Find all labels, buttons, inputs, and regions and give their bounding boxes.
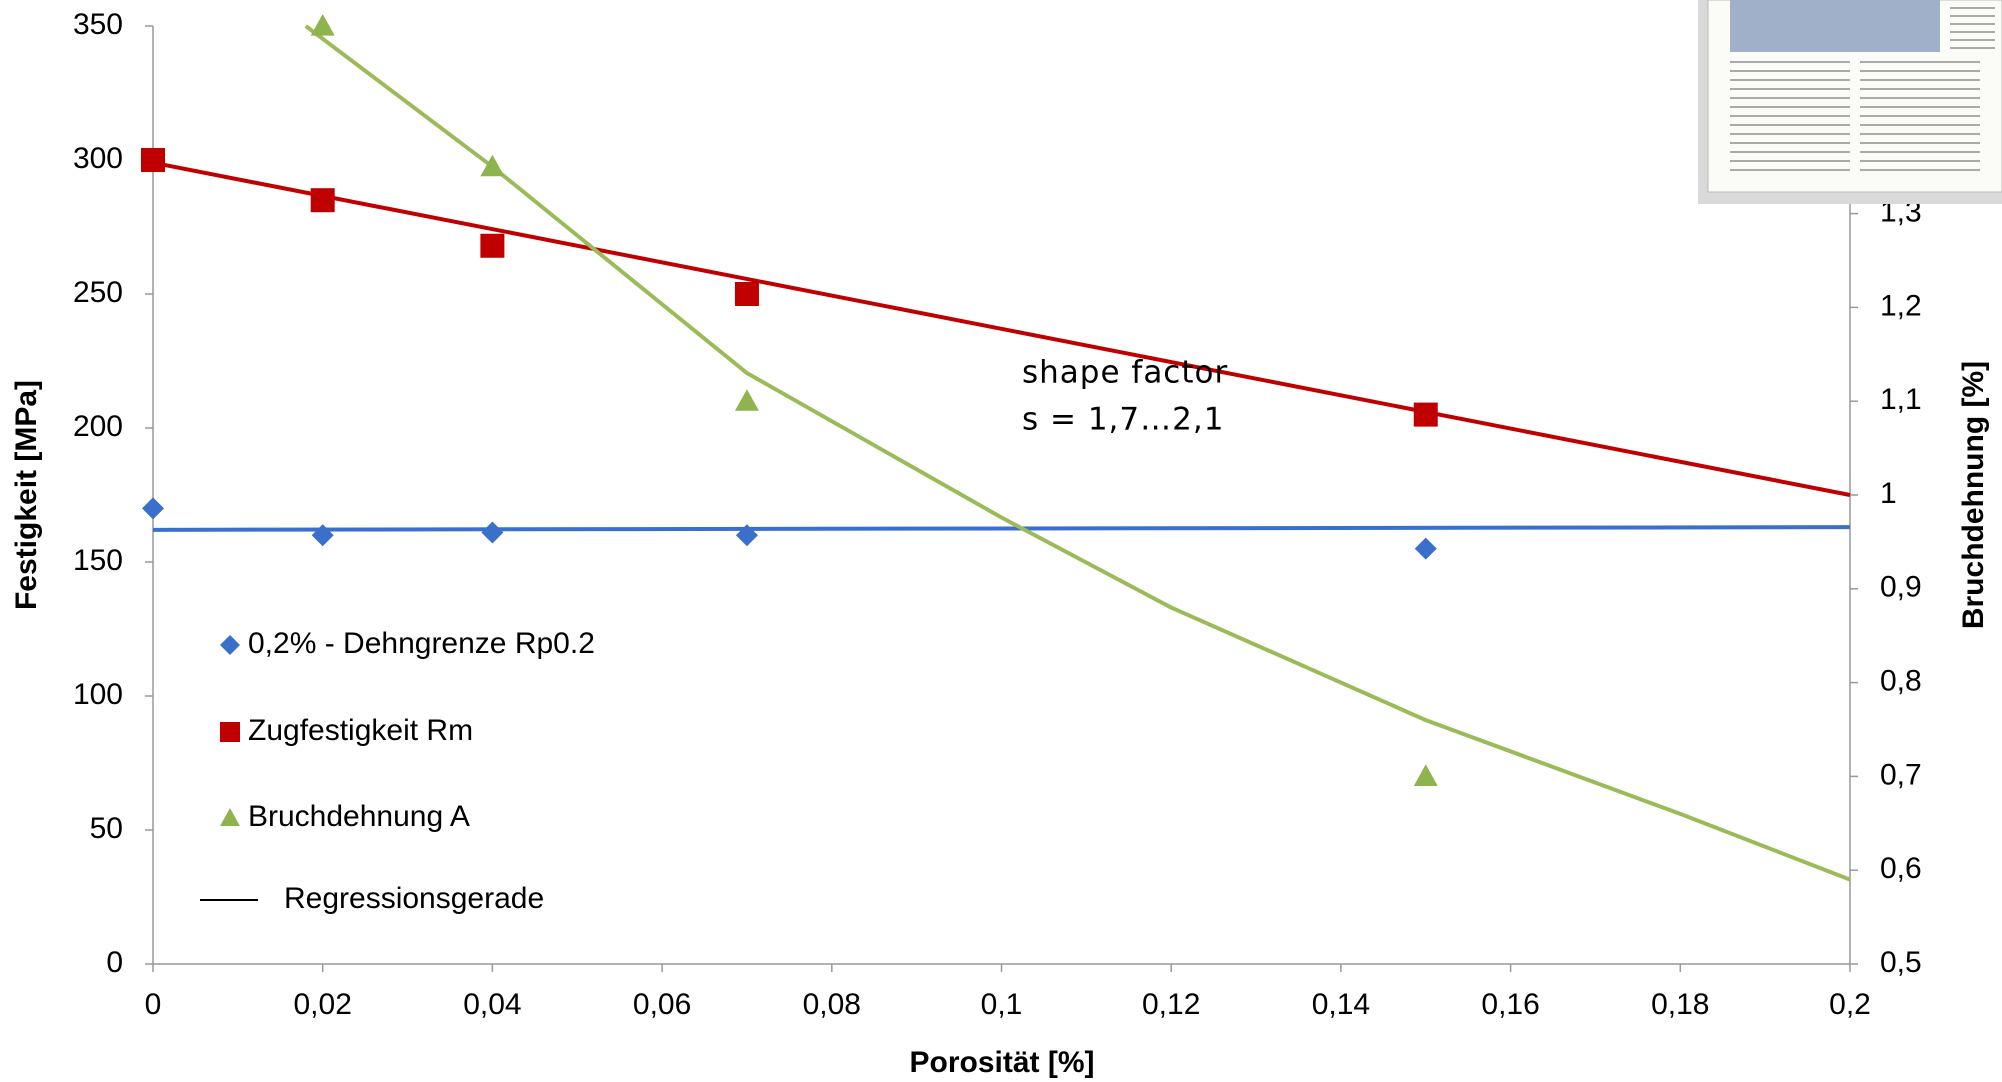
y-tick-label: 200: [73, 410, 123, 443]
legend-label: 0,2% - Dehngrenze Rp0.2: [248, 627, 595, 660]
legend-label: Zugfestigkeit Rm: [248, 714, 473, 747]
y-tick-label: 350: [73, 8, 123, 41]
marker-triangle: [1413, 764, 1438, 786]
x-tick-label: 0,16: [1481, 988, 1539, 1021]
x-tick-label: 0,02: [294, 988, 352, 1021]
y2-tick-label: 0,6: [1880, 852, 1922, 885]
marker-diamond: [481, 521, 504, 544]
marker-triangle: [734, 389, 759, 411]
y-tick-label: 300: [73, 142, 123, 175]
marker-square: [220, 722, 240, 742]
inset-thumbnail: [1698, 0, 2002, 204]
y-tick-label: 50: [90, 812, 123, 845]
marker-square: [141, 148, 165, 172]
marker-square: [310, 188, 335, 213]
legend-label: Regressionsgerade: [284, 882, 544, 915]
annotation: shape factor: [1022, 355, 1228, 391]
y-tick-label: 150: [73, 544, 123, 577]
y2-tick-label: 0,7: [1880, 758, 1922, 791]
x-tick-label: 0: [145, 988, 162, 1021]
inset-figure: [1730, 0, 1940, 52]
marker-diamond: [142, 497, 164, 520]
x-tick-label: 0,06: [633, 988, 691, 1021]
y2-tick-label: 1: [1880, 477, 1897, 510]
x-tick-label: 0,14: [1312, 988, 1370, 1021]
regression-line: [152, 525, 1851, 532]
y2-tick-label: 1,2: [1880, 289, 1922, 322]
marker-diamond: [311, 524, 334, 547]
x-tick-label: 0,08: [803, 988, 861, 1021]
marker-diamond: [220, 635, 240, 655]
marker-diamond: [1414, 537, 1437, 560]
x-tick-label: 0,2: [1829, 988, 1871, 1021]
y-axis-label: Festigkeit [MPa]: [10, 380, 43, 610]
y-tick-label: 0: [106, 946, 123, 979]
y2-tick-label: 1,1: [1880, 383, 1922, 416]
y2-tick-label: 0,8: [1880, 665, 1922, 698]
marker-square: [1413, 402, 1438, 427]
x-tick-label: 0,18: [1651, 988, 1709, 1021]
y-tick-label: 250: [73, 276, 123, 309]
x-tick-label: 0,12: [1142, 988, 1200, 1021]
x-axis-label: Porosität [%]: [909, 1046, 1094, 1079]
legend-label: Bruchdehnung A: [248, 800, 470, 833]
x-tick-label: 0,1: [981, 988, 1023, 1021]
marker-square: [734, 282, 759, 306]
regression-line: [152, 160, 1851, 497]
annotation: s = 1,7…2,1: [1022, 402, 1224, 438]
y-tick-label: 100: [73, 678, 123, 711]
y2-axis-label: Bruchdehnung [%]: [1957, 361, 1990, 629]
regression-line: [304, 24, 1851, 882]
marker-triangle: [310, 14, 335, 36]
marker-diamond: [735, 524, 758, 547]
marker-square: [480, 233, 505, 258]
x-tick-label: 0,04: [463, 988, 521, 1021]
y2-tick-label: 0,9: [1880, 571, 1922, 604]
y2-tick-label: 0,5: [1880, 946, 1922, 979]
marker-triangle: [480, 154, 505, 177]
marker-triangle: [220, 808, 240, 826]
